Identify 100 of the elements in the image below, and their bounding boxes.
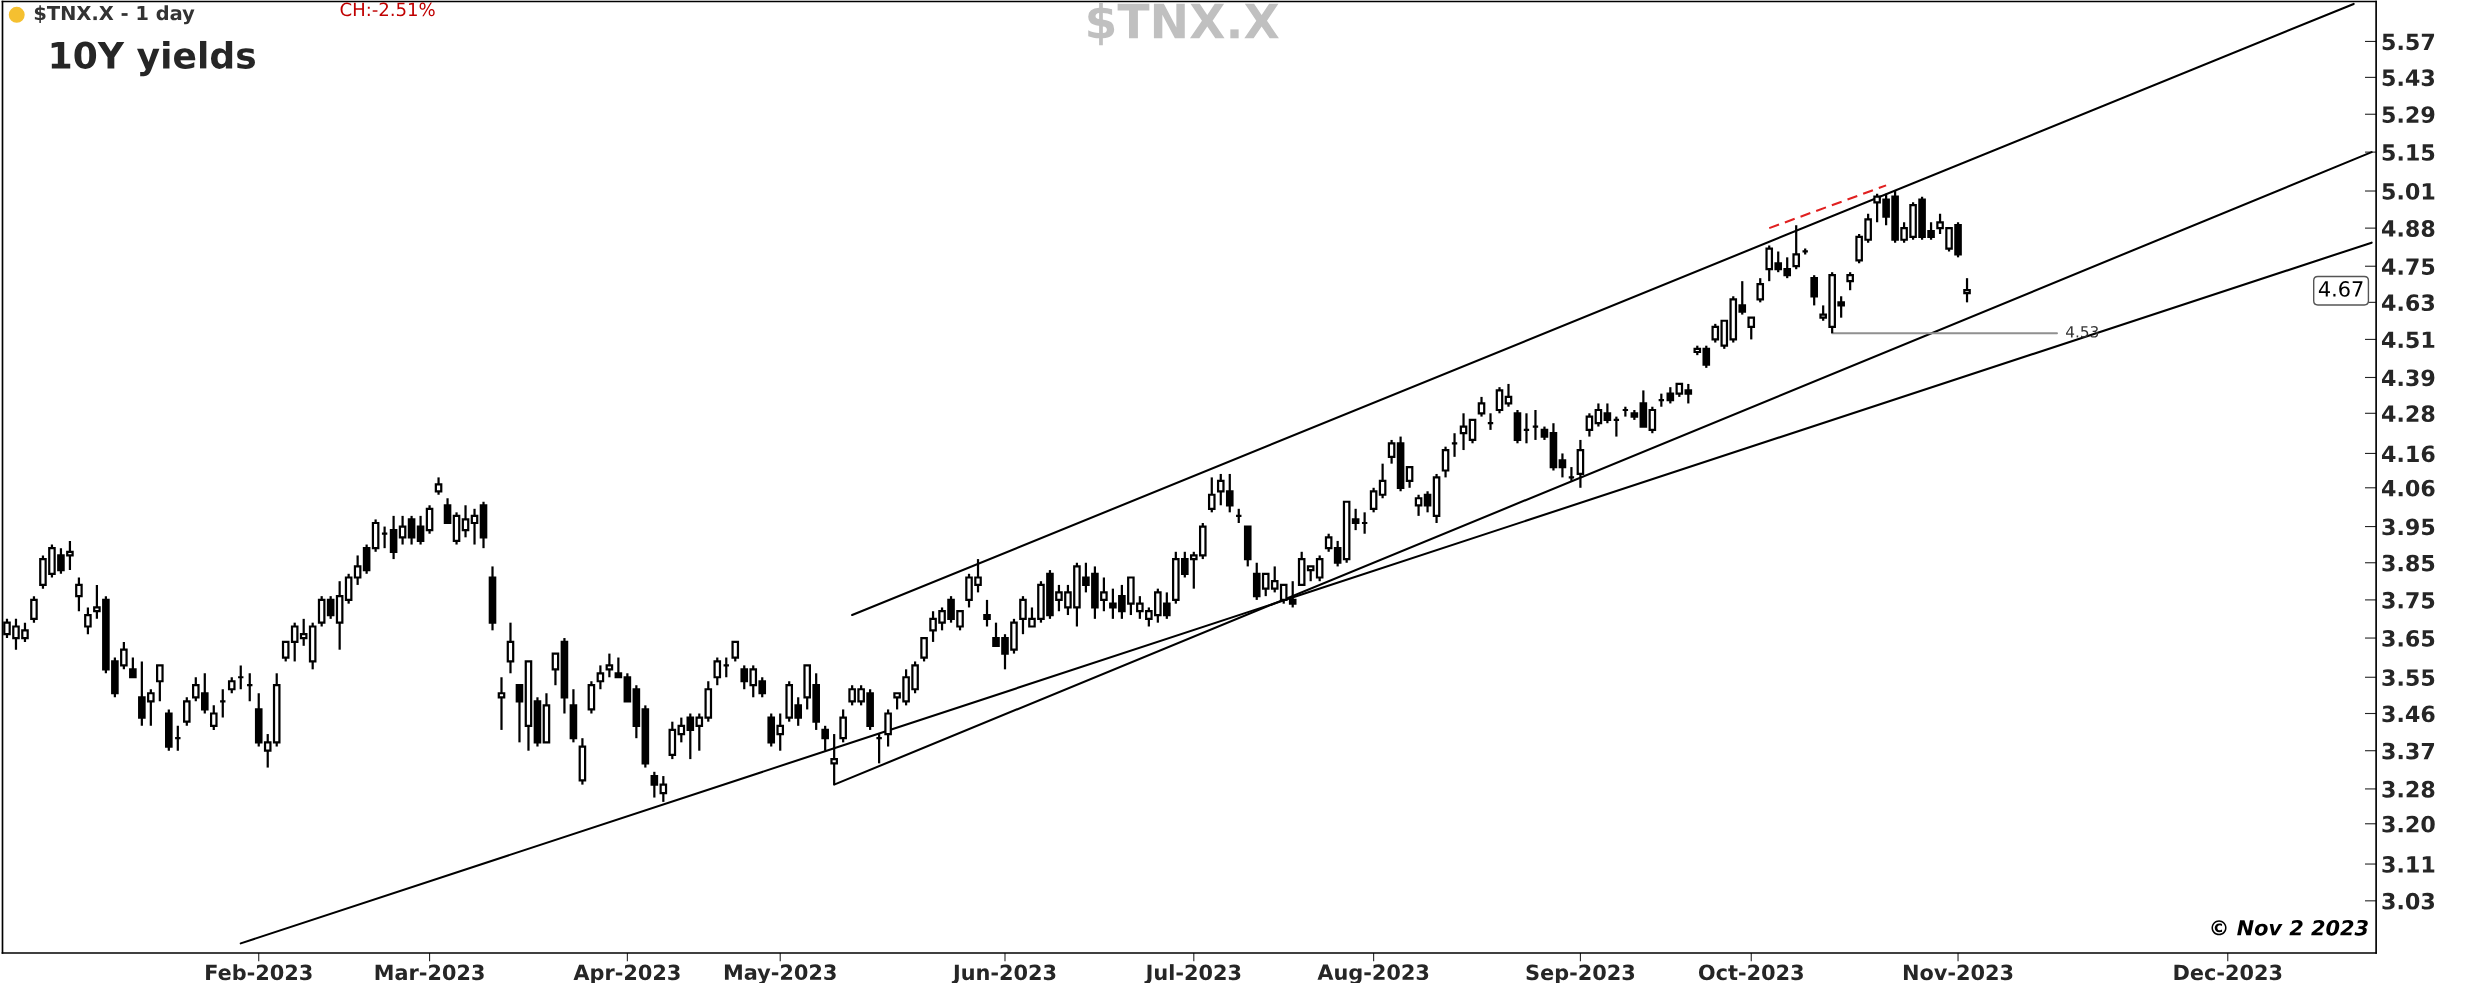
- y-tick-label: 5.57: [2382, 33, 2435, 51]
- candlestick: [84, 606, 92, 636]
- y-tick-label: 3.55: [2382, 669, 2435, 687]
- candlestick: [326, 595, 335, 620]
- y-tick-label: 5.29: [2382, 106, 2435, 124]
- candlestick: [1648, 405, 1657, 435]
- candlestick: [317, 595, 326, 628]
- candlestick: [1315, 554, 1324, 583]
- y-tick-label: 4.16: [2381, 445, 2435, 463]
- candlestick: [1324, 532, 1333, 553]
- candlestick: [596, 664, 605, 691]
- candlestick: [1594, 402, 1603, 428]
- y-tick-label: 3.65: [2382, 630, 2435, 647]
- annotation: $TNX.X: [1088, 2, 1279, 46]
- y-tick-label: 3.03: [2382, 892, 2435, 910]
- candlestick: [1369, 486, 1378, 514]
- candlestick: [129, 656, 137, 679]
- y-tick-label: 3.95: [2382, 518, 2435, 536]
- y-tick-label: 4.39: [2381, 369, 2435, 387]
- y-tick-label: 4.75: [2381, 258, 2435, 275]
- candlestick: [1603, 402, 1612, 425]
- candlestick: [1207, 476, 1216, 514]
- annotation: © Nov 2 2023: [2211, 919, 2368, 936]
- candlestick: [1792, 224, 1801, 271]
- candlestick: [713, 656, 722, 687]
- candlestick: [470, 507, 479, 546]
- y-tick-label: 3.85: [2382, 554, 2435, 572]
- x-tick-label: Dec-2023: [2174, 964, 2282, 981]
- candlestick: [461, 504, 470, 539]
- y-tick-label: 4.51: [2381, 331, 2435, 349]
- candlestick: [506, 621, 515, 675]
- candlestick: [425, 504, 434, 535]
- candlestick: [398, 514, 407, 546]
- y-tick-label: 3.20: [2382, 815, 2435, 833]
- candlestick: [1441, 445, 1450, 479]
- candlestick: [605, 652, 614, 679]
- y-tick-label: 5.15: [2382, 144, 2435, 161]
- candlestick: [183, 696, 191, 727]
- y-tick-label: 5.01: [2382, 182, 2435, 200]
- y-tick-label: 3.46: [2382, 705, 2435, 723]
- candlestick: [1459, 412, 1468, 452]
- annotation: CH:-2.51%: [340, 2, 435, 17]
- x-tick-label: Mar-2023: [375, 964, 484, 981]
- y-tick-label: 3.37: [2382, 742, 2435, 760]
- candlestick: [551, 652, 560, 687]
- candlestick: [362, 543, 371, 575]
- candlestick: [1414, 493, 1423, 517]
- candlestick: [416, 514, 425, 546]
- candlestick: [1747, 316, 1756, 341]
- x-tick-label: Feb-2023: [206, 964, 312, 981]
- candlestick: [614, 656, 623, 679]
- candlestick: [156, 664, 164, 703]
- y-tick-label: 3.75: [2382, 591, 2435, 609]
- candlestick: [1639, 389, 1648, 428]
- candlestick: [659, 774, 668, 803]
- y-tick-label: 4.63: [2381, 294, 2435, 312]
- candlestick: [1558, 452, 1567, 479]
- text: 10Y yields: [51, 40, 255, 77]
- candlestick: [650, 770, 659, 799]
- candlestick: [1756, 277, 1765, 304]
- candlestick: [1495, 386, 1504, 415]
- candlestick: [75, 576, 83, 613]
- candlestick: [1477, 395, 1486, 418]
- candlestick: [983, 598, 991, 628]
- candlestick: [209, 704, 218, 732]
- candlestick: [1963, 277, 1971, 304]
- x-tick-label: Nov-2023: [1903, 964, 2013, 981]
- candlestick: [515, 684, 524, 744]
- candlestick: [1810, 274, 1818, 307]
- annotation: $TNX.X - 1 day: [34, 5, 195, 25]
- candlestick: [821, 724, 829, 752]
- candlestick: [1333, 539, 1342, 568]
- candlestick: [1378, 462, 1387, 500]
- x-tick-label: Oct-2023: [1698, 964, 1803, 981]
- candlestick: [1405, 465, 1414, 489]
- annotation: 4.67: [2318, 281, 2363, 297]
- candlestick: [839, 708, 847, 744]
- candlestick: [497, 676, 506, 732]
- candlestick: [920, 636, 928, 663]
- y-tick-label: 3.11: [2382, 855, 2435, 873]
- candlestick: [1387, 438, 1396, 465]
- candlestick: [1468, 418, 1477, 445]
- y-tick-label: 3.28: [2382, 780, 2435, 798]
- candlestick: [443, 497, 452, 525]
- candlestick: [1846, 271, 1854, 292]
- data-label: 4.53: [2066, 326, 2099, 338]
- candlestick: [1684, 382, 1693, 405]
- y-tick-label: 5.43: [2382, 69, 2435, 87]
- y-tick-label: 4.06: [2381, 479, 2435, 497]
- candlestick: [1504, 382, 1513, 408]
- candlestick: [1423, 490, 1432, 514]
- candlestick: [30, 595, 38, 624]
- candlestick: [353, 554, 362, 587]
- candlestick: [731, 640, 740, 663]
- y-tick-label: 4.88: [2381, 220, 2435, 237]
- candlestick: [407, 514, 416, 546]
- candlestick: [1576, 438, 1585, 489]
- candlestick: [1351, 507, 1360, 532]
- candlestick: [389, 514, 398, 561]
- candlestick: [1585, 412, 1594, 438]
